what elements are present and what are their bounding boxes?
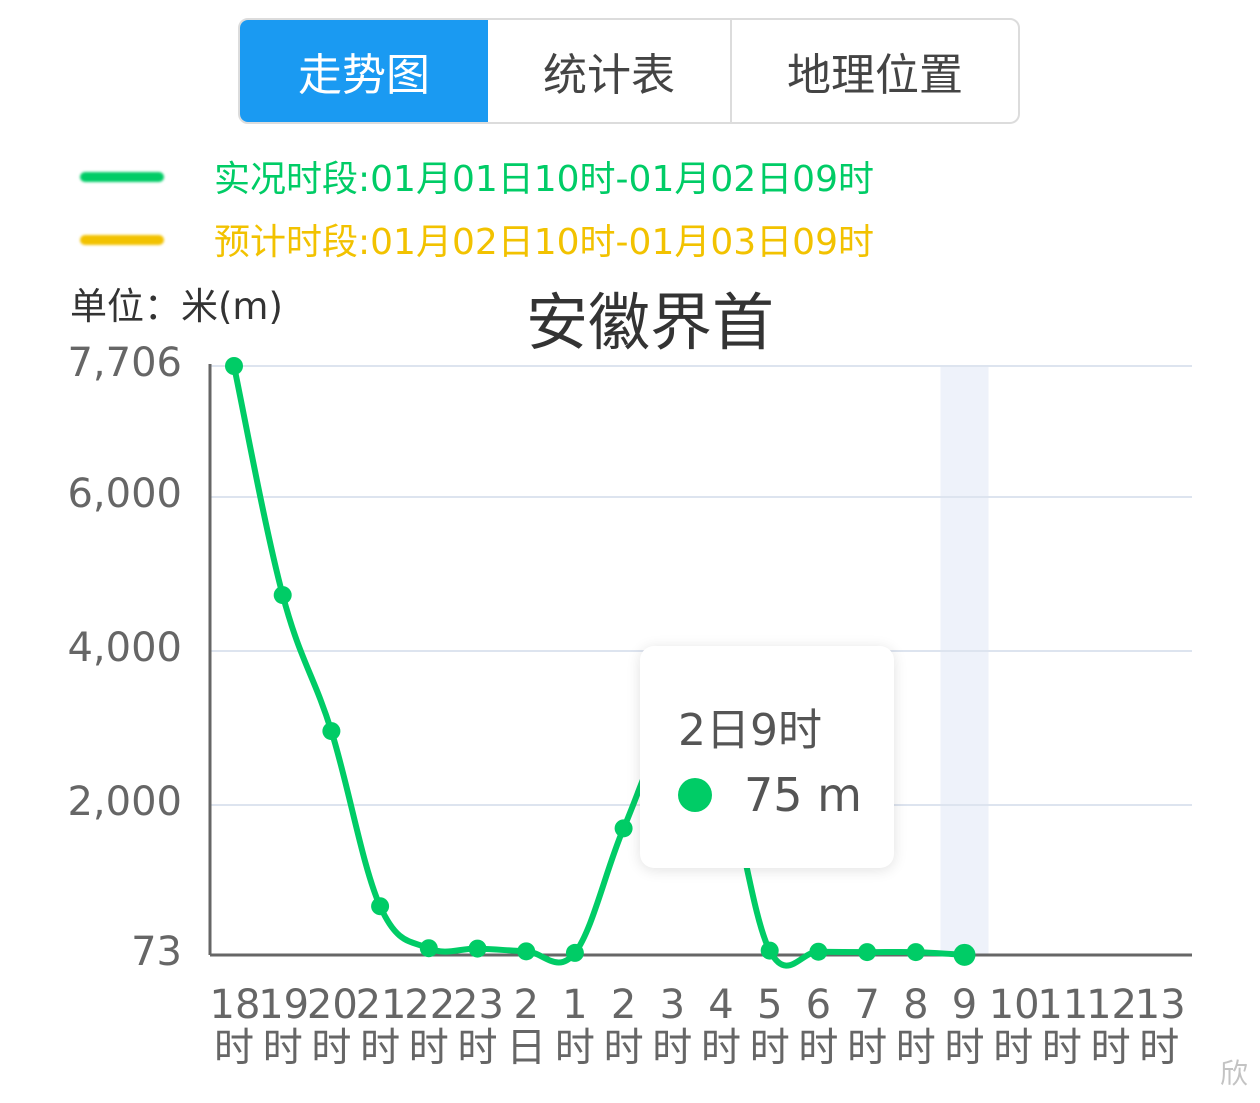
tooltip-value: 75 m [744,768,862,822]
tab-location[interactable]: 地理位置 [787,50,963,101]
legend-forecast-line [80,235,164,245]
data-point [371,897,390,916]
data-point [906,943,925,962]
x-tick-label: 18 时 [209,982,261,1071]
x-tick-label: 20 时 [306,982,358,1071]
legend-observed-label: 实况时段:01月01日10时-01月02日09时 [214,159,874,200]
data-point [322,722,341,741]
y-tick-label: 7,706 [67,340,182,386]
x-tick-label: 10 时 [988,982,1040,1071]
x-tick-label: 11 时 [1037,982,1089,1071]
unit-label: 单位：米(m) [70,285,283,328]
y-tick-label: 73 [131,929,182,975]
data-point [858,943,877,962]
x-tick-label: 13 时 [1134,982,1186,1071]
tooltip-series-dot [678,778,712,812]
x-tick-label: 23 时 [453,982,504,1071]
y-tick-label: 4,000 [67,625,182,671]
data-point [517,942,536,961]
highlight-band [940,366,989,955]
legend-observed-line [80,172,164,182]
tab-statistics[interactable]: 统计表 [488,20,732,122]
data-point [468,939,487,958]
data-point [273,586,292,605]
data-point [419,939,438,958]
chart-title: 安徽界首 [525,286,774,359]
tooltip-title: 2日9时 [678,705,822,756]
tab-trend[interactable]: 走势图 [240,20,488,122]
view-tabs: 走势图 统计表 地理位置 [238,18,1020,124]
watermark-text: 欣 [1220,1057,1249,1090]
data-point [760,941,779,960]
y-tick-label: 6,000 [67,471,182,517]
legend-forecast-label: 预计时段:01月02日10时-01月03日09时 [214,222,874,263]
data-tooltip: 2日9时 75 m [640,646,894,868]
data-point [225,357,243,375]
x-tick-label: 19 时 [258,982,310,1071]
x-tick-label: 12 时 [1086,982,1137,1071]
data-point [953,943,976,966]
data-point [614,819,633,838]
x-tick-label: 21 时 [355,982,407,1071]
data-point [809,942,828,961]
data-point [565,943,584,962]
y-tick-label: 2,000 [67,779,182,825]
x-tick-label: 22 时 [404,982,456,1071]
